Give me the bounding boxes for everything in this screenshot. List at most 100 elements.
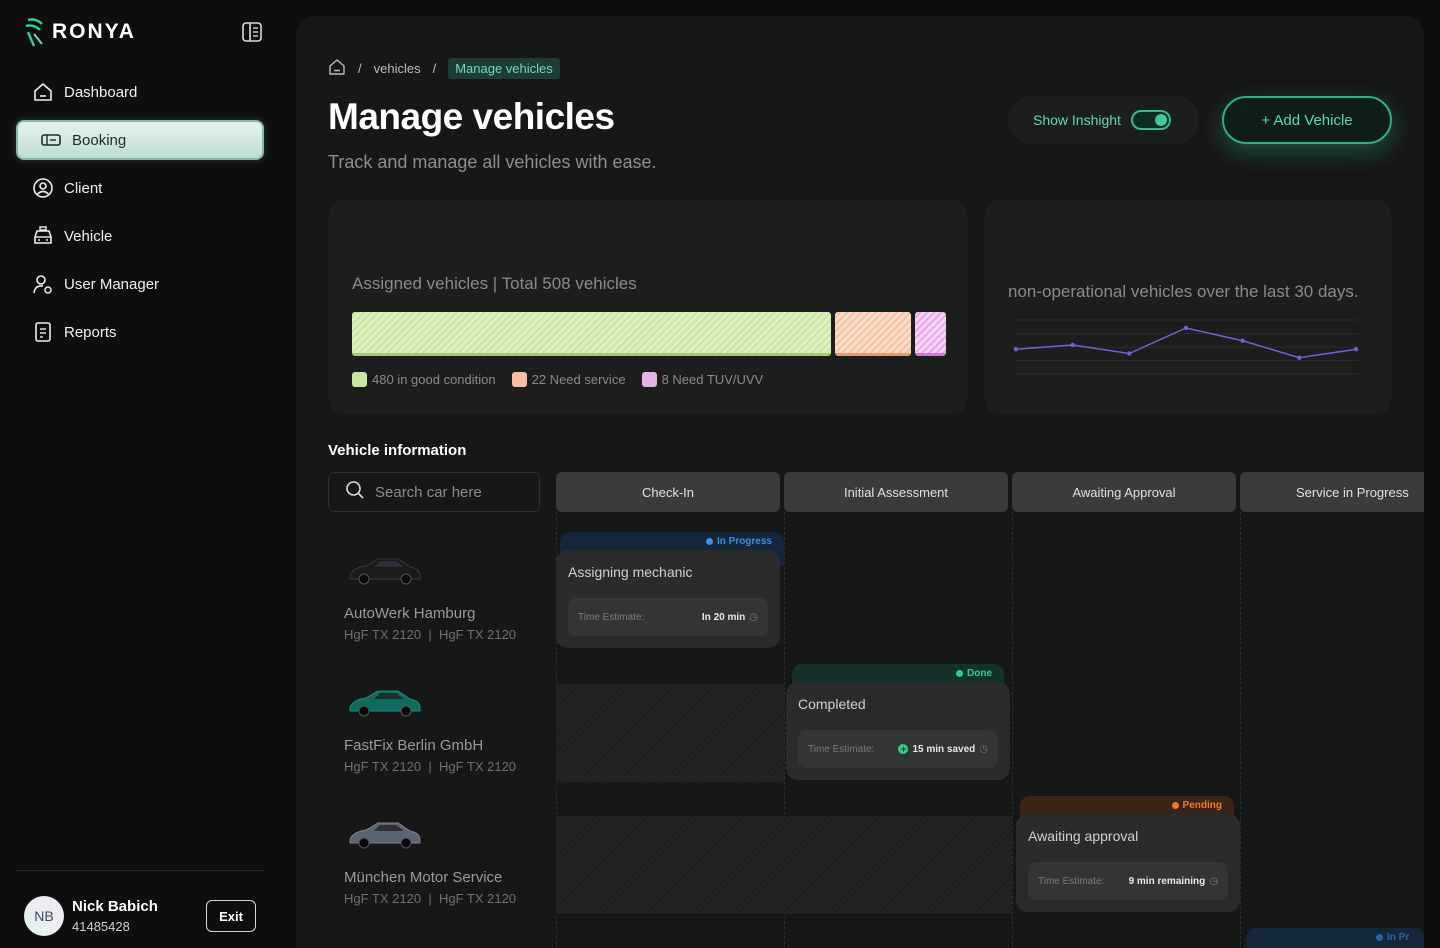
series-line	[1015, 327, 1357, 359]
ticket-icon	[40, 129, 62, 151]
non-operational-title: non-operational vehicles over the last 3…	[1008, 282, 1359, 301]
show-insight-label: Show Inshight	[1033, 112, 1121, 128]
task-title: Completed	[798, 696, 866, 712]
legend-tuv: 8 Need TUV/UVV	[641, 372, 764, 387]
bar-good-condition[interactable]	[352, 312, 831, 356]
legend-swatch	[511, 372, 527, 387]
sidebar: RONYA Dashboard Booking Client Vehicle U…	[0, 0, 280, 948]
taxi-icon	[32, 225, 54, 247]
search-icon	[345, 480, 365, 505]
vehicle-name: München Motor Service	[344, 869, 503, 886]
task-body: Completed Time Estimate: +15 min saved ◷	[786, 682, 1010, 780]
sidebar-item-label: User Manager	[64, 275, 160, 293]
status-badge: Done	[956, 668, 992, 679]
avatar: NB	[24, 896, 64, 936]
search-box[interactable]	[328, 472, 540, 512]
collapse-sidebar-icon[interactable]	[241, 21, 263, 43]
status-badge: In Pr	[1376, 932, 1409, 943]
home-icon	[32, 81, 54, 103]
condition-bar	[352, 312, 946, 356]
breadcrumb-separator: /	[432, 61, 437, 76]
show-insight-toggle[interactable]: Show Inshight	[1008, 96, 1200, 144]
search-input[interactable]	[375, 483, 525, 501]
stage-initial-assessment[interactable]: Initial Assessment	[784, 472, 1008, 512]
time-estimate-value: 9 min remaining ◷	[1128, 875, 1218, 887]
vehicle-name: AutoWerk Hamburg	[344, 605, 476, 622]
non-operational-chart	[1013, 319, 1359, 375]
column-divider	[1012, 512, 1013, 948]
time-estimate-label: Time Estimate:	[1038, 875, 1105, 887]
vehicle-plates: HgF TX 2120 | HgF TX 2120	[344, 891, 517, 906]
sidebar-item-vehicle[interactable]: Vehicle	[16, 216, 264, 256]
sidebar-item-reports[interactable]: Reports	[16, 312, 264, 352]
sidebar-item-user-manager[interactable]: User Manager	[16, 264, 264, 304]
sidebar-divider	[16, 870, 264, 871]
data-point[interactable]	[1183, 325, 1189, 331]
vehicle-name: FastFix Berlin GmbH	[344, 737, 484, 754]
breadcrumb-vehicles[interactable]: vehicles	[373, 61, 421, 76]
main-panel: / vehicles / Manage vehicles Manage vehi…	[296, 16, 1424, 948]
vehicle-row[interactable]: München Motor Service HgF TX 2120 | HgF …	[344, 814, 544, 906]
status-badge: Pending	[1171, 800, 1222, 811]
logo[interactable]: RONYA	[24, 16, 136, 48]
time-estimate: Time Estimate: +15 min saved ◷	[798, 730, 998, 768]
vehicle-row[interactable]: AutoWerk Hamburg HgF TX 2120 | HgF TX 21…	[344, 550, 544, 642]
vehicle-plates: HgF TX 2120 | HgF TX 2120	[344, 627, 517, 642]
vehicle-row[interactable]: FastFix Berlin GmbH HgF TX 2120 | HgF TX…	[344, 682, 544, 774]
sidebar-item-label: Reports	[64, 323, 117, 341]
data-point[interactable]	[1127, 351, 1132, 356]
timeline-track	[556, 816, 1012, 914]
data-point[interactable]	[1297, 355, 1302, 360]
timeline-track	[556, 684, 784, 782]
task-body: Awaiting approval Time Estimate: 9 min r…	[1016, 814, 1240, 912]
user-id: 41485428	[72, 919, 130, 934]
legend-label: 22 Need service	[531, 372, 626, 387]
insight-switch[interactable]	[1130, 110, 1171, 130]
stage-service-in-progress[interactable]: Service in Progress	[1240, 472, 1424, 512]
data-point[interactable]	[1240, 338, 1245, 343]
legend-service: 22 Need service	[511, 372, 626, 387]
legend-label: 480 in good condition	[372, 372, 496, 387]
data-point[interactable]	[1353, 347, 1359, 352]
sidebar-item-booking[interactable]: Booking	[16, 120, 264, 160]
breadcrumb-current: Manage vehicles	[448, 58, 560, 79]
car-image	[349, 558, 421, 585]
task-card[interactable]: Pending Awaiting approval Time Estimate:…	[1016, 796, 1244, 912]
data-point[interactable]	[1070, 342, 1075, 348]
car-image	[349, 822, 421, 849]
stage-check-in[interactable]: Check-In	[556, 472, 780, 512]
user-profile[interactable]: NB Nick Babich 41485428	[24, 896, 158, 936]
data-point[interactable]	[1013, 347, 1019, 352]
sidebar-item-label: Vehicle	[64, 227, 113, 245]
non-operational-card: non-operational vehicles over the last 3…	[984, 200, 1392, 414]
condition-legend: 480 in good condition 22 Need service 8 …	[352, 372, 763, 387]
time-estimate-value: In 20 min ◷	[701, 611, 758, 623]
sidebar-item-label: Client	[64, 179, 103, 197]
add-vehicle-button[interactable]: + Add Vehicle	[1222, 96, 1392, 144]
legend-label: 8 Need TUV/UVV	[661, 372, 764, 387]
exit-button[interactable]: Exit	[206, 900, 256, 932]
task-title: Awaiting approval	[1028, 828, 1139, 844]
home-icon[interactable]	[328, 58, 346, 79]
bar-need-service[interactable]	[835, 312, 911, 356]
time-estimate-label: Time Estimate:	[808, 743, 875, 755]
bar-need-tuv[interactable]	[915, 312, 946, 356]
timer-icon: ◷	[979, 743, 988, 755]
time-estimate: Time Estimate: 9 min remaining ◷	[1028, 862, 1228, 900]
task-body: Assigning mechanic Time Estimate: In 20 …	[556, 550, 780, 648]
sidebar-item-dashboard[interactable]: Dashboard	[16, 72, 264, 112]
task-card[interactable]: In Progress Assigning mechanic Time Esti…	[556, 532, 784, 648]
sidebar-item-client[interactable]: Client	[16, 168, 264, 208]
user-circle-icon	[32, 177, 54, 199]
car-image	[349, 690, 421, 717]
legend-good: 480 in good condition	[352, 372, 496, 387]
logo-text: RONYA	[52, 20, 136, 43]
task-title: Assigning mechanic	[568, 564, 693, 580]
task-card[interactable]: Done Completed Time Estimate: +15 min sa…	[786, 664, 1016, 780]
task-status-tag[interactable]: In Pr	[1246, 928, 1424, 948]
vehicle-plates: HgF TX 2120 | HgF TX 2120	[344, 759, 517, 774]
stage-awaiting-approval[interactable]: Awaiting Approval	[1012, 472, 1236, 512]
column-divider	[784, 512, 785, 948]
assigned-vehicles-title: Assigned vehicles | Total 508 vehicles	[352, 274, 637, 293]
vehicle-info-title: Vehicle information	[328, 442, 467, 459]
